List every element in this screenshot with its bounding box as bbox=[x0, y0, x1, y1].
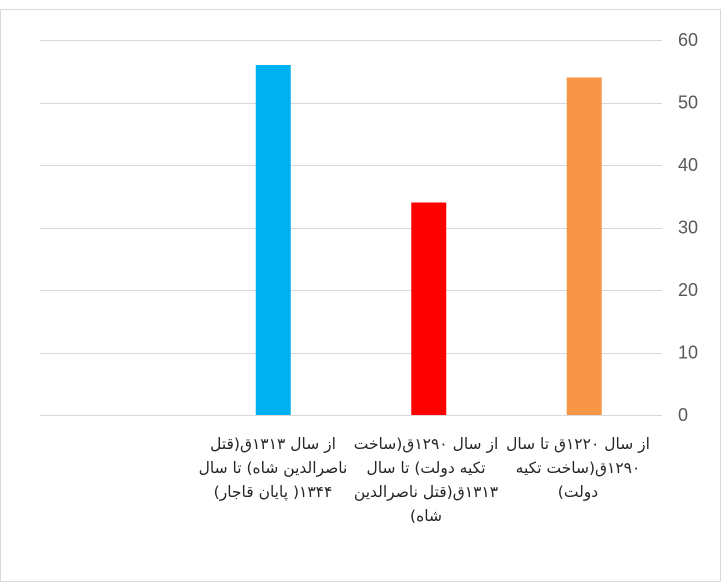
category-label-1: از سال ۱۳۱۳ق(قتل ناصرالدین شاه) تا سال ۱… bbox=[198, 435, 348, 501]
bar-1 bbox=[255, 65, 291, 415]
y-tick-label-20: 20 bbox=[678, 280, 698, 300]
chart-border bbox=[0, 9, 721, 582]
y-tick-label-60: 60 bbox=[678, 30, 698, 50]
bar-2 bbox=[411, 202, 447, 415]
y-tick-label-0: 0 bbox=[678, 405, 688, 425]
y-tick-label-50: 50 bbox=[678, 93, 698, 113]
y-tick-label-30: 30 bbox=[678, 218, 698, 238]
bar-3 bbox=[566, 77, 602, 415]
category-label-3: از سال ۱۲۲۰ق تا سال ۱۲۹۰ق(ساخت تکیه دولت… bbox=[506, 435, 650, 501]
y-tick-label-40: 40 bbox=[678, 155, 698, 175]
category-label-2: از سال ۱۲۹۰ق(ساخت تکیه دولت) تا سال ۱۳۱۳… bbox=[353, 435, 499, 525]
y-tick-label-10: 10 bbox=[678, 343, 698, 363]
